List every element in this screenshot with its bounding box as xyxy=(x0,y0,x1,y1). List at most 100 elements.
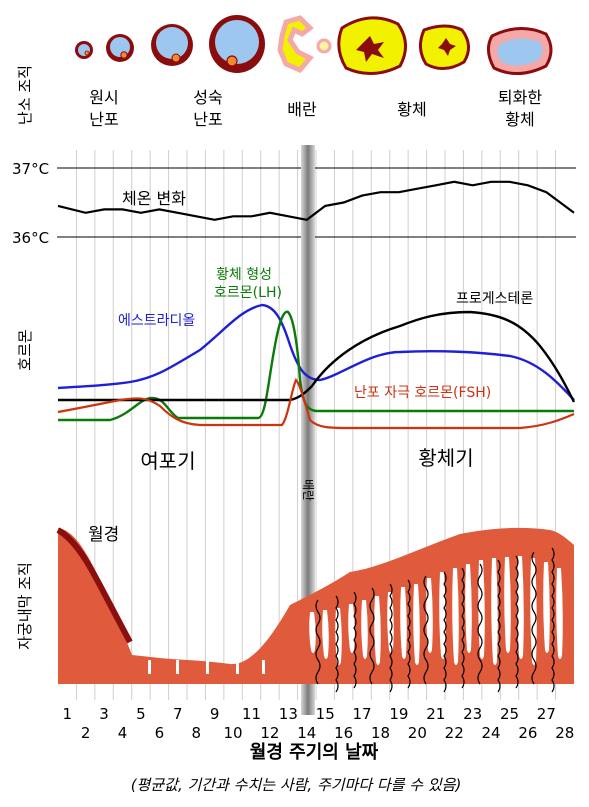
follicle-stage-labels: 원시 난포 성숙 난포 배란 황체 퇴화한 황체 xyxy=(89,88,542,129)
spiral-artery xyxy=(315,599,321,685)
spiral-artery xyxy=(531,551,537,685)
gland-lumen xyxy=(517,556,524,659)
menstrual-shedding xyxy=(56,527,133,644)
spiral-artery xyxy=(407,579,411,689)
temp-high-label: 37°C xyxy=(12,160,49,178)
phase-ovulation-label: 배란 xyxy=(301,479,315,501)
corpus-luteum xyxy=(337,16,407,75)
day-label: 19 xyxy=(389,705,408,723)
estradiol-curve xyxy=(57,303,575,401)
day-label: 1 xyxy=(62,705,72,723)
gland-lumen-early xyxy=(176,660,179,674)
follicle-illustrations xyxy=(75,15,553,75)
gland-lumen xyxy=(465,564,472,653)
endometrial-glands xyxy=(148,547,563,693)
temp-low-label: 36°C xyxy=(12,229,49,247)
day-label: 7 xyxy=(173,705,183,723)
ovulation-band xyxy=(301,145,315,715)
estradiol-label: 에스트라디올 xyxy=(118,313,195,329)
progesterone-curve xyxy=(58,310,576,403)
spiral-artery xyxy=(461,567,465,689)
spiral-artery xyxy=(423,575,429,685)
stage-label-primordial-2: 난포 xyxy=(89,110,118,129)
day-label: 17 xyxy=(353,705,372,723)
day-label: 26 xyxy=(518,724,537,742)
gland-lumen-early xyxy=(148,660,151,674)
gland-lumen xyxy=(439,572,446,659)
gland-lumen xyxy=(491,558,498,665)
ovulating-follicle xyxy=(277,15,332,74)
spiral-artery xyxy=(369,587,375,685)
spiral-artery xyxy=(353,591,357,689)
stage-label-primordial-1: 원시 xyxy=(89,88,118,107)
gland-lumen xyxy=(400,587,407,659)
day-label: 14 xyxy=(297,724,316,742)
day-label: 27 xyxy=(537,705,556,723)
gland-lumen xyxy=(413,584,420,665)
fsh-curve xyxy=(57,378,575,430)
day-label: 9 xyxy=(210,705,220,723)
day-label: 12 xyxy=(260,724,279,742)
gland-lumen xyxy=(348,604,355,653)
gland-lumen xyxy=(478,560,485,659)
day-label: 24 xyxy=(482,724,501,742)
caption: (평균값, 기간과 수치는 사람, 주기마다 다를 수 있음) xyxy=(131,776,462,794)
corpus-luteum-regressing xyxy=(419,24,470,70)
gland-lumen xyxy=(374,596,381,665)
gland-lumen xyxy=(309,612,316,653)
mature-follicle xyxy=(209,15,265,73)
progesterone-label: 프로게스테론 xyxy=(456,291,533,307)
day-label: 2 xyxy=(81,724,91,742)
day-label: 28 xyxy=(555,724,574,742)
axis-title: 월경 주기의 날짜 xyxy=(250,742,379,763)
gland-lumen-early xyxy=(206,660,209,674)
gland-lumen xyxy=(543,562,550,653)
day-label: 5 xyxy=(136,705,146,723)
gland-lumen xyxy=(322,610,329,659)
gland-lumen xyxy=(361,600,368,659)
lh-label-1: 황체 형성 xyxy=(216,267,272,283)
growing-follicle xyxy=(151,24,193,66)
stage-label-regressed-2: 황체 xyxy=(505,110,534,129)
section-label-endometrium: 자궁내막 조직 xyxy=(16,562,34,650)
menstruation-label: 월경 xyxy=(88,525,119,545)
spiral-artery xyxy=(551,547,555,693)
corpus-albicans xyxy=(487,27,553,75)
stage-label-corpus-luteum: 황체 xyxy=(397,100,426,119)
spiral-artery xyxy=(477,563,483,685)
gland-lumen xyxy=(452,568,459,665)
day-label: 21 xyxy=(426,705,445,723)
fsh-label: 난포 자극 호르몬(FSH) xyxy=(354,385,491,401)
day-label: 18 xyxy=(371,724,390,742)
day-label: 10 xyxy=(224,724,243,742)
section-label-ovary: 난소 조직 xyxy=(16,65,34,125)
lh-label-2: 호르몬(LH) xyxy=(214,285,282,301)
day-label: 15 xyxy=(316,705,335,723)
temperature-label: 체온 변화 xyxy=(122,189,186,208)
spiral-artery xyxy=(443,571,447,693)
day-label: 25 xyxy=(500,705,519,723)
day-label: 4 xyxy=(118,724,128,742)
day-label: 3 xyxy=(99,705,109,723)
gland-lumen xyxy=(504,557,511,653)
stage-label-mature-2: 난포 xyxy=(193,110,222,129)
spiral-artery xyxy=(515,555,519,689)
primordial-follicle-small xyxy=(75,41,93,59)
phase-follicular-label: 여포기 xyxy=(140,449,195,473)
day-label: 13 xyxy=(279,705,298,723)
day-label: 6 xyxy=(155,724,165,742)
spiral-artery xyxy=(335,595,339,693)
day-label: 11 xyxy=(242,705,261,723)
day-label: 23 xyxy=(463,705,482,723)
day-label: 16 xyxy=(334,724,353,742)
gland-lumen xyxy=(556,568,563,659)
spiral-artery xyxy=(497,559,501,693)
day-axis: 1234567891011121314151617181920212223242… xyxy=(62,705,574,742)
lh-curve xyxy=(58,310,574,422)
phase-luteal-label: 황체기 xyxy=(418,446,473,470)
day-label: 22 xyxy=(445,724,464,742)
primordial-follicle xyxy=(106,34,134,62)
gland-lumen-early xyxy=(236,660,239,674)
